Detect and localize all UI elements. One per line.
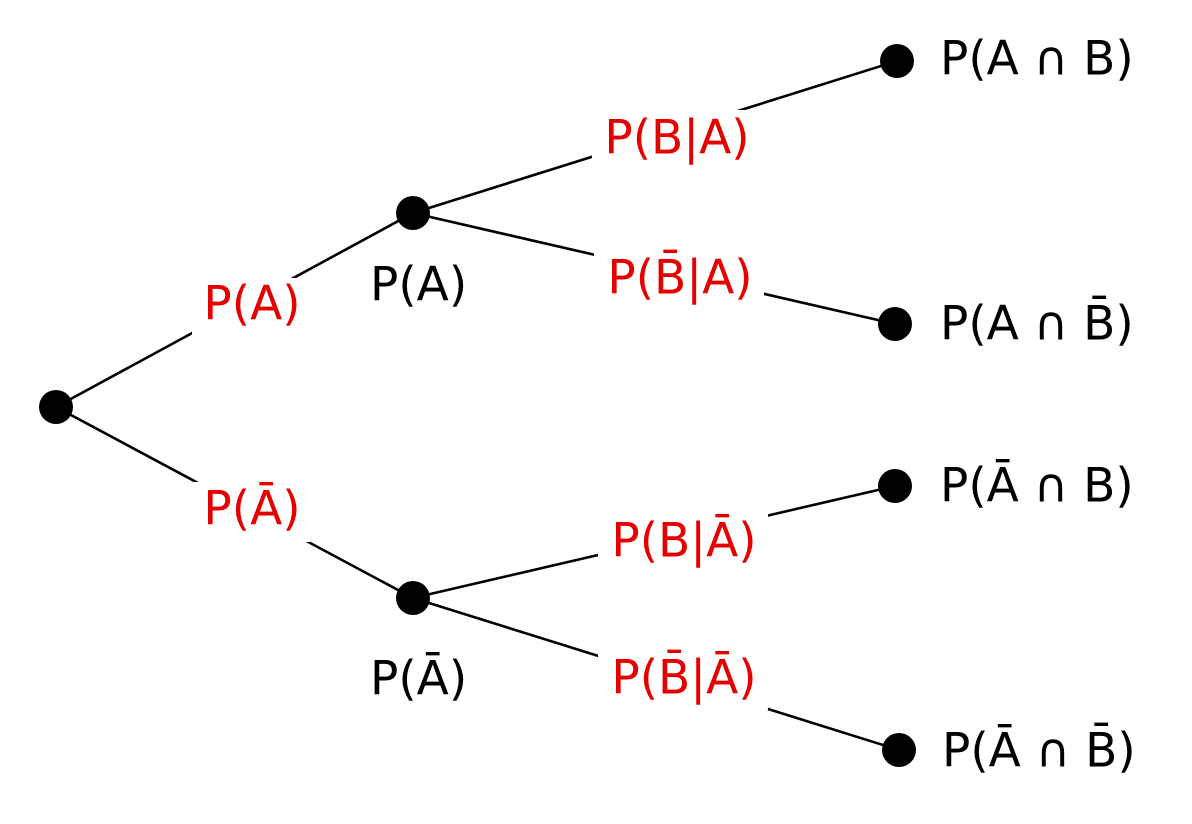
edge-label-p-b-given-a: P(B|A) <box>604 111 749 166</box>
root-node <box>39 390 73 424</box>
outcome-label-not-a-and-b: P(Ā ∩ B) <box>940 459 1134 514</box>
leaf-not-a-and-b <box>878 469 912 503</box>
edge-label-gap <box>598 514 768 574</box>
edge-label-p-b-given-not-a: P(B|Ā) <box>611 514 756 569</box>
edge-label-gap <box>598 650 768 710</box>
edge-label-gap <box>594 252 764 312</box>
edge-label-gap <box>192 482 310 542</box>
leaf-a-and-not-b <box>878 307 912 341</box>
node-a <box>396 196 430 230</box>
edge-label-p-not-b-given-not-a: P(B̄|Ā) <box>611 650 756 706</box>
outcome-label-not-a-and-not-b: P(Ā ∩ B̄) <box>942 723 1136 779</box>
edge-label-p-not-b-given-a: P(B̄|A) <box>607 250 752 306</box>
outcome-label-a-and-not-b: P(A ∩ B̄) <box>940 296 1134 352</box>
edge-label-gap <box>192 278 310 336</box>
edge-label-p-a: P(A) <box>203 277 300 332</box>
leaf-not-a-and-not-b <box>882 733 916 767</box>
edge-label-p-not-a: P(Ā) <box>203 482 300 537</box>
node-label-p-a: P(A) <box>370 258 467 313</box>
leaf-a-and-b <box>880 44 914 78</box>
node-not-a <box>396 581 430 615</box>
node-label-p-not-a: P(Ā) <box>370 652 467 707</box>
edge-label-gap <box>592 110 762 168</box>
outcome-label-a-and-b: P(A ∩ B) <box>940 32 1134 87</box>
